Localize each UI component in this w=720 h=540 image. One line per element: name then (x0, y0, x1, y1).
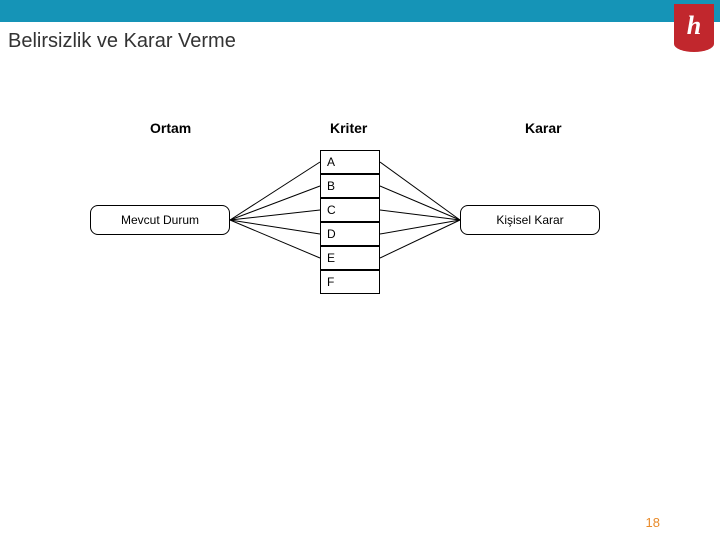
slide: Belirsizlik ve Karar Verme h Ortam Krite… (0, 0, 720, 540)
slide-title: Belirsizlik ve Karar Verme (8, 30, 236, 53)
node-mevcut-durum: Mevcut Durum (90, 205, 230, 235)
column-label-kriter: Kriter (330, 120, 367, 136)
title-area: Belirsizlik ve Karar Verme (0, 22, 720, 60)
column-label-ortam: Ortam (150, 120, 191, 136)
node-kisisel-karar: Kişisel Karar (460, 205, 600, 235)
criteria-cell: A (320, 150, 380, 174)
criteria-cell: E (320, 246, 380, 270)
criteria-cell: D (320, 222, 380, 246)
criteria-cell: B (320, 174, 380, 198)
column-label-karar: Karar (525, 120, 562, 136)
criteria-cell: F (320, 270, 380, 294)
diagram: Ortam Kriter Karar Mevcut Durum Kişisel … (0, 110, 720, 390)
svg-text:h: h (687, 11, 701, 40)
logo-icon: h (674, 4, 714, 52)
page-number: 18 (646, 515, 660, 530)
criteria-cell: C (320, 198, 380, 222)
